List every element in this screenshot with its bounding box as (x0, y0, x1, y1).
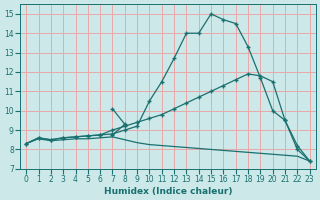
X-axis label: Humidex (Indice chaleur): Humidex (Indice chaleur) (104, 187, 232, 196)
